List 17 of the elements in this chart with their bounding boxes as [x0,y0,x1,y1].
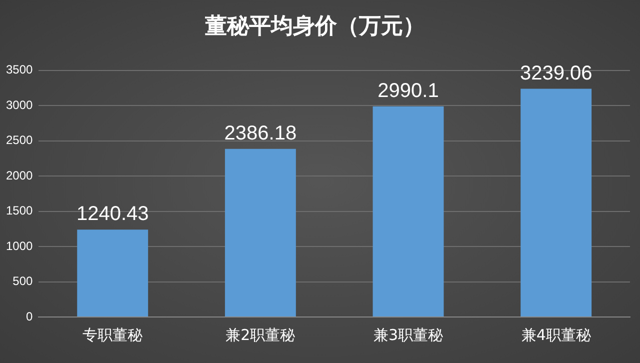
data-label: 3239.06 [520,62,592,84]
y-tick-label: 0 [26,309,34,324]
x-tick-label: 兼4职董秘 [521,326,591,344]
y-tick-label: 2500 [6,133,34,148]
x-tick-label: 专职董秘 [82,326,143,344]
y-tick-label: 2000 [6,168,34,182]
y-tick-label: 3500 [6,62,34,77]
x-tick-label: 兼3职董秘 [373,326,444,344]
y-tick-label: 3000 [6,98,34,112]
y-tick-label: 1500 [6,204,34,218]
x-tick-label: 兼2职董秘 [226,326,296,344]
data-label: 2990.1 [378,80,439,102]
data-label: 2386.18 [224,122,297,144]
chart-title: 董秘平均身价（万元） [204,14,425,39]
y-tick-label: 500 [12,274,34,288]
data-label: 1240.43 [76,203,149,226]
y-tick-label: 1000 [6,238,34,253]
